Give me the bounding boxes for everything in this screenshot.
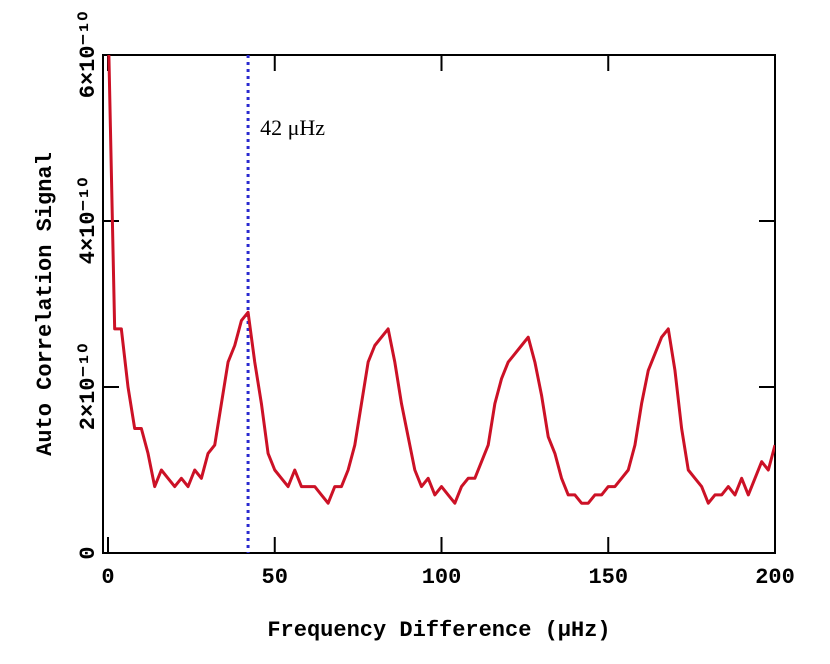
y-tick-label: 2×10⁻¹⁰ (76, 344, 101, 431)
y-tick-label: 6×10⁻¹⁰ (76, 12, 101, 99)
y-tick-label: 0 (76, 546, 101, 559)
plot-frame (102, 54, 776, 554)
data-line (107, 55, 775, 505)
annotation: 42 μHz (260, 115, 325, 140)
x-tick-label: 100 (422, 565, 462, 590)
y-tick-label: 4×10⁻¹⁰ (76, 178, 101, 265)
x-tick-label: 0 (101, 565, 114, 590)
y-axis-label: Auto Correlation Signal (33, 152, 58, 456)
x-tick-label: 50 (262, 565, 288, 590)
x-tick-label: 150 (588, 565, 628, 590)
x-axis-label: Frequency Difference (μHz) (267, 618, 610, 643)
x-tick-label: 200 (755, 565, 795, 590)
